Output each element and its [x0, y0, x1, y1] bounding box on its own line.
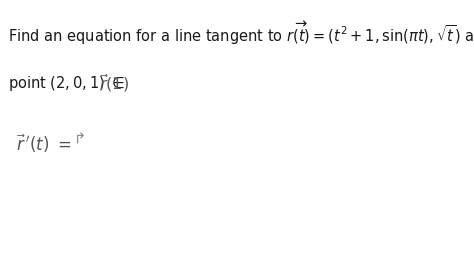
Text: Find an equation for a line tangent to $\overrightarrow{r(t)} = (t^2 + 1, \sin(\: Find an equation for a line tangent to $…: [9, 20, 474, 47]
Text: point $(2, 0, 1)$ $\in$: point $(2, 0, 1)$ $\in$: [9, 74, 126, 93]
Text: ↱: ↱: [74, 132, 87, 147]
Text: $\vec{r}\,'(t)\ =$: $\vec{r}\,'(t)\ =$: [16, 133, 71, 156]
Text: $\vec{r}(1)$: $\vec{r}(1)$: [99, 72, 129, 94]
